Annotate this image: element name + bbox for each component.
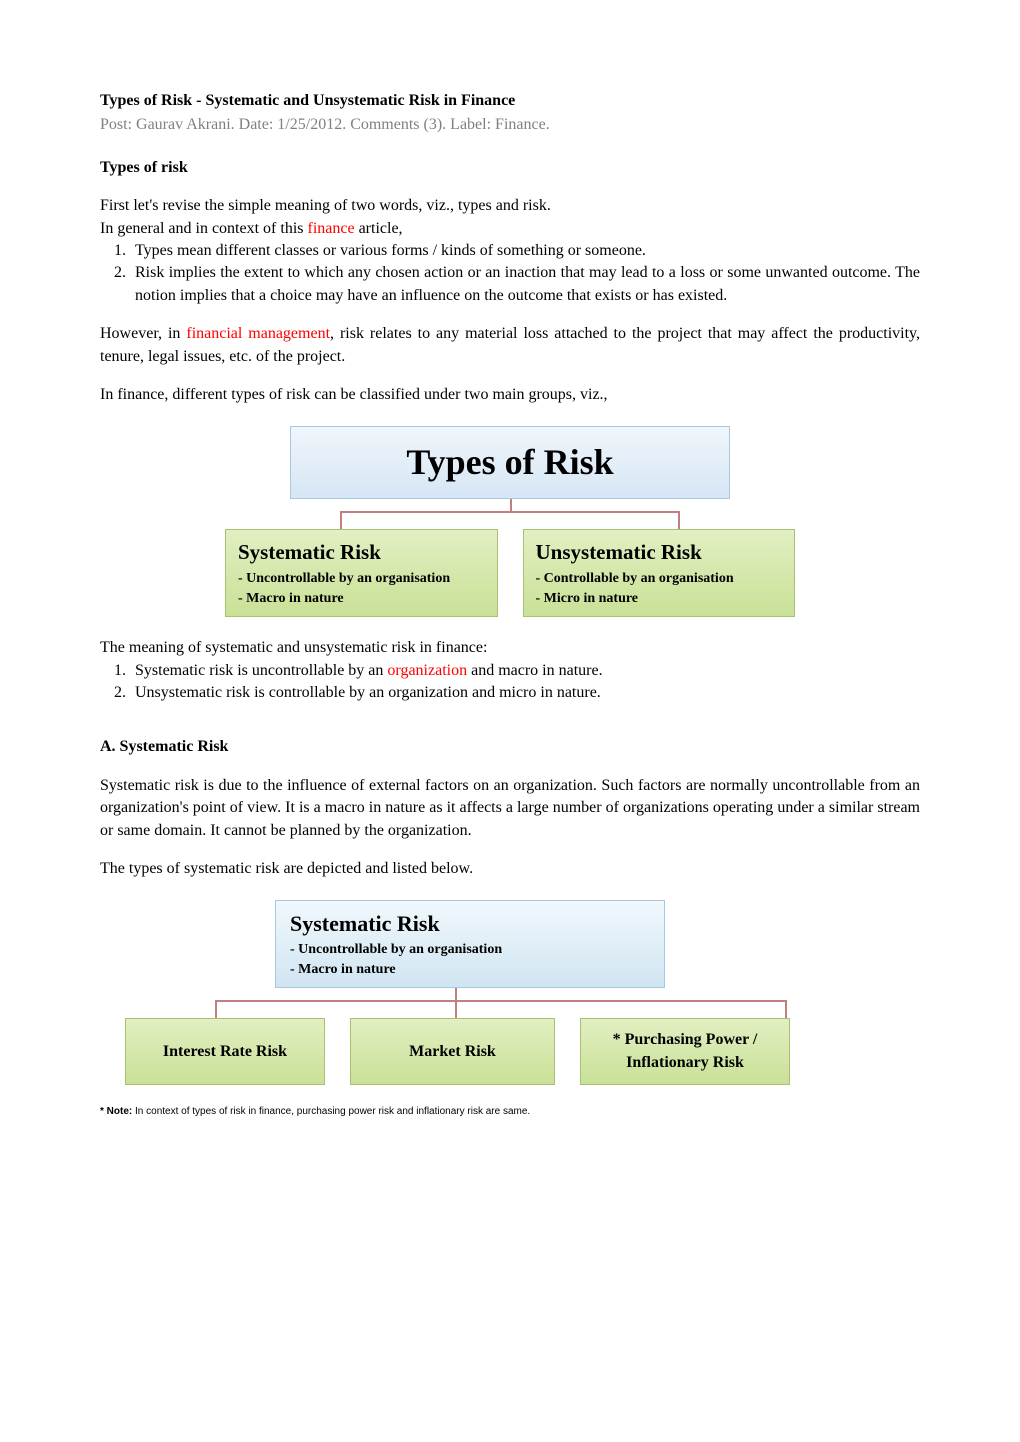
- purchasing-power-risk-box: * Purchasing Power / Inflationary Risk: [580, 1018, 790, 1085]
- box-title: Systematic Risk: [238, 538, 485, 567]
- market-risk-box: Market Risk: [350, 1018, 555, 1085]
- box-line: - Uncontrollable by an organisation: [238, 569, 485, 589]
- types-of-risk-diagram: Types of Risk Systematic Risk - Uncontro…: [100, 426, 920, 617]
- box-line: - Macro in nature: [290, 960, 650, 980]
- box-line: - Macro in nature: [238, 589, 485, 609]
- paragraph: The meaning of systematic and unsystemat…: [100, 637, 920, 659]
- text: However, in: [100, 325, 186, 342]
- page-title: Types of Risk - Systematic and Unsystema…: [100, 90, 920, 112]
- text: article,: [355, 220, 403, 237]
- list-item: Risk implies the extent to which any cho…: [130, 262, 920, 307]
- box-line: - Controllable by an organisation: [536, 569, 783, 589]
- unsystematic-risk-box: Unsystematic Risk - Controllable by an o…: [523, 529, 796, 618]
- paragraph: The types of systematic risk are depicte…: [100, 858, 920, 880]
- paragraph: In general and in context of this financ…: [100, 218, 920, 240]
- list-item: Types mean different classes or various …: [130, 240, 920, 262]
- text: In general and in context of this: [100, 220, 308, 237]
- section-heading-types: Types of risk: [100, 157, 920, 179]
- text: and macro in nature.: [467, 662, 603, 679]
- list: Systematic risk is uncontrollable by an …: [100, 660, 920, 705]
- link-organization[interactable]: organization: [387, 662, 467, 679]
- box-title: Systematic Risk: [290, 909, 650, 940]
- box-title: Unsystematic Risk: [536, 538, 783, 567]
- link-financial-management[interactable]: financial management: [186, 325, 330, 342]
- note-label: * Note:: [100, 1106, 132, 1117]
- list-item: Systematic risk is uncontrollable by an …: [130, 660, 920, 682]
- interest-rate-risk-box: Interest Rate Risk: [125, 1018, 325, 1085]
- note-text: In context of types of risk in finance, …: [132, 1106, 530, 1117]
- box-line: - Micro in nature: [536, 589, 783, 609]
- paragraph: In finance, different types of risk can …: [100, 384, 920, 406]
- text: Systematic risk is uncontrollable by an: [135, 662, 387, 679]
- box-line: - Uncontrollable by an organisation: [290, 940, 650, 960]
- paragraph: However, in financial management, risk r…: [100, 323, 920, 368]
- list-item: Unsystematic risk is controllable by an …: [130, 682, 920, 704]
- section-heading-systematic: A. Systematic Risk: [100, 736, 920, 758]
- systematic-risk-box: Systematic Risk - Uncontrollable by an o…: [225, 529, 498, 618]
- link-finance[interactable]: finance: [308, 220, 355, 237]
- footnote: * Note: In context of types of risk in f…: [100, 1105, 920, 1119]
- post-meta: Post: Gaurav Akrani. Date: 1/25/2012. Co…: [100, 114, 920, 136]
- systematic-risk-diagram: Systematic Risk - Uncontrollable by an o…: [100, 900, 920, 1085]
- paragraph: First let's revise the simple meaning of…: [100, 195, 920, 217]
- diagram-title: Types of Risk: [290, 426, 730, 498]
- list: Types mean different classes or various …: [100, 240, 920, 307]
- systematic-risk-header-box: Systematic Risk - Uncontrollable by an o…: [275, 900, 665, 988]
- paragraph: Systematic risk is due to the influence …: [100, 775, 920, 842]
